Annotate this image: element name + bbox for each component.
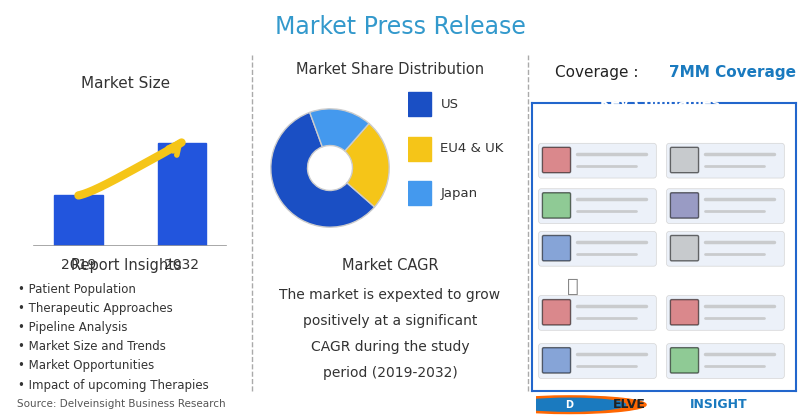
FancyBboxPatch shape [666,143,784,178]
FancyBboxPatch shape [670,236,698,261]
FancyBboxPatch shape [542,236,570,261]
Text: • Market Size and Trends: • Market Size and Trends [18,340,166,353]
Text: The market is expexted to grow
positively at a significant
CAGR during the study: The market is expexted to grow positivel… [279,288,501,380]
Text: US: US [441,98,458,111]
Text: • Patient Population: • Patient Population [18,283,136,296]
FancyBboxPatch shape [538,296,656,330]
Text: • Therapeutic Approaches: • Therapeutic Approaches [18,302,173,315]
FancyBboxPatch shape [666,344,784,378]
Text: D: D [566,400,574,410]
Bar [408,181,431,205]
Text: INSIGHT: INSIGHT [690,398,747,411]
Text: 7MM Coverage: 7MM Coverage [670,65,797,80]
Wedge shape [310,109,369,151]
Bar [158,142,206,246]
FancyBboxPatch shape [538,231,656,266]
Text: 🔒: 🔒 [566,277,578,296]
Text: Key Companies: Key Companies [600,96,720,110]
FancyBboxPatch shape [666,189,784,223]
Text: • Market Opportunities: • Market Opportunities [18,360,154,373]
Text: • Impact of upcoming Therapies: • Impact of upcoming Therapies [18,379,209,391]
Text: Source: Delveinsight Business Research: Source: Delveinsight Business Research [17,399,226,409]
FancyBboxPatch shape [538,189,656,223]
Text: EU4 & UK: EU4 & UK [441,142,504,155]
Text: Coverage :: Coverage : [555,65,643,80]
Text: 2032: 2032 [164,257,199,272]
Bar [408,136,431,161]
FancyBboxPatch shape [538,143,656,178]
Text: Japan: Japan [441,186,478,199]
FancyBboxPatch shape [666,296,784,330]
Text: • Pipeline Analysis: • Pipeline Analysis [18,321,127,334]
FancyBboxPatch shape [542,348,570,373]
FancyBboxPatch shape [666,231,784,266]
Text: Market Press Release: Market Press Release [274,15,526,39]
Text: Market CAGR: Market CAGR [342,258,438,273]
FancyBboxPatch shape [542,147,570,173]
Text: Market Share Distribution: Market Share Distribution [296,62,484,77]
FancyBboxPatch shape [670,299,698,325]
FancyBboxPatch shape [670,147,698,173]
Text: Market Size: Market Size [82,76,170,92]
Text: Click Here to Unlock: Click Here to Unlock [588,280,715,293]
Bar [408,92,431,116]
Circle shape [493,396,646,414]
Text: ELVE: ELVE [613,398,646,411]
Text: Report Insights: Report Insights [70,258,182,273]
FancyBboxPatch shape [538,344,656,378]
FancyBboxPatch shape [670,193,698,218]
FancyBboxPatch shape [670,348,698,373]
Circle shape [513,398,626,411]
Text: 2019: 2019 [61,257,96,272]
Bar [54,195,102,246]
Wedge shape [345,123,389,207]
Wedge shape [271,113,374,227]
FancyBboxPatch shape [542,299,570,325]
FancyBboxPatch shape [542,193,570,218]
